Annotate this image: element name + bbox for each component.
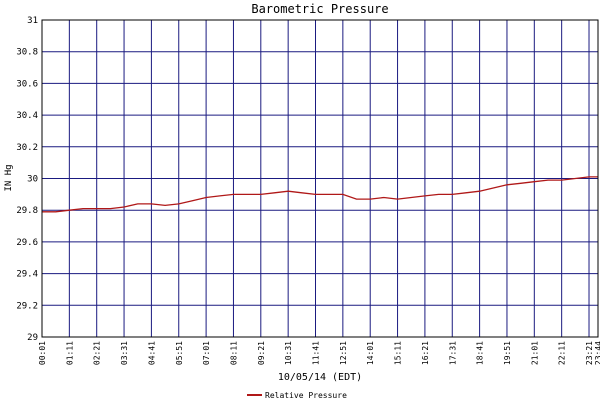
y-tick-label: 29.2 bbox=[16, 301, 38, 311]
x-tick-label: 10:31 bbox=[284, 341, 293, 365]
y-tick-label: 29.6 bbox=[16, 238, 38, 248]
x-tick-label: 08:11 bbox=[229, 341, 238, 365]
x-tick-label: 11:41 bbox=[312, 341, 321, 365]
y-tick-labels: 29 29.2 29.4 29.6 29.8 30 30.2 30.4 30.6 30.8 31 bbox=[16, 16, 38, 343]
y-axis-label: IN Hg bbox=[4, 164, 14, 191]
x-tick-label: 23:44 bbox=[594, 341, 600, 365]
grid bbox=[41, 19, 599, 338]
x-tick-label: 09:21 bbox=[257, 341, 266, 365]
x-tick-label: 07:01 bbox=[202, 341, 211, 365]
y-tick-label: 31 bbox=[27, 16, 38, 26]
x-tick-label: 16:21 bbox=[421, 341, 430, 365]
y-tick-label: 30.4 bbox=[16, 111, 38, 121]
x-tick-labels: 00:01 01:11 02:21 03:31 04:41 05:51 07:01 08:11… bbox=[38, 341, 600, 365]
x-tick-label: 01:11 bbox=[65, 341, 74, 365]
x-axis-label: 10/05/14 (EDT) bbox=[278, 372, 362, 383]
x-tick-label: 19:51 bbox=[503, 341, 512, 365]
y-tick-label: 30.6 bbox=[16, 79, 38, 89]
x-tick-label: 22:11 bbox=[558, 341, 567, 365]
x-tick-label: 18:41 bbox=[476, 341, 485, 365]
y-tick-label: 29.8 bbox=[16, 206, 38, 216]
legend-label: Relative Pressure bbox=[265, 391, 347, 400]
x-tick-label: 21:01 bbox=[530, 341, 539, 365]
x-tick-label: 14:01 bbox=[366, 341, 375, 365]
x-tick-label: 15:11 bbox=[394, 341, 403, 365]
x-tick-label: 23:21 bbox=[585, 341, 594, 365]
y-tick-label: 29.4 bbox=[16, 270, 38, 280]
legend: Relative Pressure bbox=[247, 391, 347, 400]
x-tick-label: 12:51 bbox=[339, 341, 348, 365]
y-tick-label: 30 bbox=[27, 175, 38, 185]
x-tick-label: 17:31 bbox=[448, 341, 457, 365]
x-tick-label: 03:31 bbox=[120, 341, 129, 365]
y-tick-label: 30.8 bbox=[16, 48, 38, 58]
x-tick-label: 05:51 bbox=[175, 341, 184, 365]
x-tick-label: 02:21 bbox=[93, 341, 102, 365]
y-tick-label: 30.2 bbox=[16, 143, 38, 153]
y-tick-label: 29 bbox=[27, 333, 38, 343]
x-tick-label: 04:41 bbox=[147, 341, 156, 365]
x-tick-label: 00:01 bbox=[38, 341, 47, 365]
series-line-relative-pressure bbox=[42, 176, 598, 213]
plot-frame bbox=[41, 19, 599, 338]
chart-title: Barometric Pressure bbox=[251, 2, 388, 16]
